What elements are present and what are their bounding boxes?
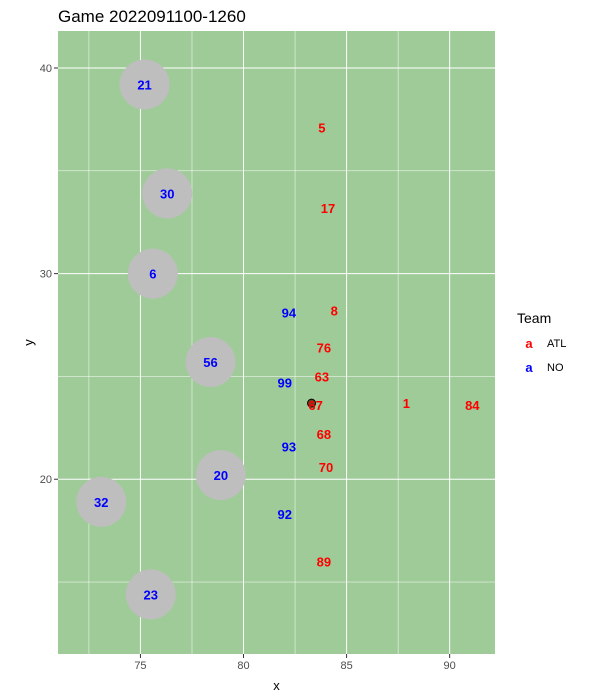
plot-panel	[58, 31, 495, 654]
player-label-atl: 17	[321, 201, 335, 216]
player-label-atl: 89	[317, 554, 331, 569]
y-tick-label: 40	[40, 63, 52, 75]
y-axis-label: y	[21, 339, 36, 346]
legend-title: Team	[517, 310, 551, 326]
player-label-atl: 8	[331, 304, 338, 319]
chart-title: Game 2022091100-1260	[58, 7, 246, 26]
player-label-no: 23	[144, 587, 158, 602]
x-tick-label: 75	[134, 660, 146, 672]
legend-label-no: NO	[547, 362, 564, 374]
player-label-no: 32	[94, 495, 108, 510]
player-label-no: 20	[214, 468, 228, 483]
y-tick-label: 30	[40, 269, 52, 281]
x-tick-label: 80	[237, 660, 249, 672]
x-tick-label: 90	[444, 660, 456, 672]
player-labels: 21 30 6 56 20 32 23 94 99 93 92 5 17 8 76 63 67 1 84 68 70 89	[94, 77, 480, 602]
zone-circles	[76, 59, 246, 620]
player-label-no: 92	[278, 507, 292, 522]
player-label-atl: 76	[317, 341, 331, 356]
player-label-atl: 1	[403, 396, 410, 411]
player-label-atl: 84	[465, 398, 480, 413]
player-label-atl: 68	[317, 427, 331, 442]
player-label-atl: 70	[319, 460, 333, 475]
player-label-no: 21	[137, 77, 151, 92]
player-label-atl: 63	[315, 369, 329, 384]
legend-key-no: a	[525, 360, 533, 375]
zone-circle	[125, 569, 176, 620]
ball-marker	[307, 398, 317, 408]
zone-circle	[142, 168, 193, 219]
player-label-no: 56	[203, 355, 217, 370]
legend-label-atl: ATL	[547, 338, 566, 350]
zone-circle	[185, 337, 236, 388]
ball-point	[307, 398, 317, 408]
player-label-no: 93	[282, 439, 296, 454]
player-label-no: 94	[282, 306, 297, 321]
legend-key-atl: a	[525, 336, 533, 351]
player-label-no: 6	[149, 267, 156, 282]
x-axis-label: x	[273, 678, 280, 693]
zone-circle	[127, 248, 178, 299]
y-tick-label: 20	[40, 474, 52, 486]
gridlines	[58, 31, 495, 654]
x-tick-label: 85	[340, 660, 352, 672]
player-label-atl: 67	[308, 398, 322, 413]
zone-circle	[119, 59, 170, 110]
zone-circle	[195, 450, 246, 501]
legend: Team a ATL a NO	[517, 310, 566, 375]
player-label-no: 99	[278, 376, 292, 391]
player-label-no: 30	[160, 186, 174, 201]
x-axis-ticks: 75 80 85 90	[134, 654, 456, 672]
y-axis-ticks: 20 30 40	[40, 63, 58, 486]
zone-circle	[76, 476, 127, 527]
player-label-atl: 5	[318, 121, 325, 136]
